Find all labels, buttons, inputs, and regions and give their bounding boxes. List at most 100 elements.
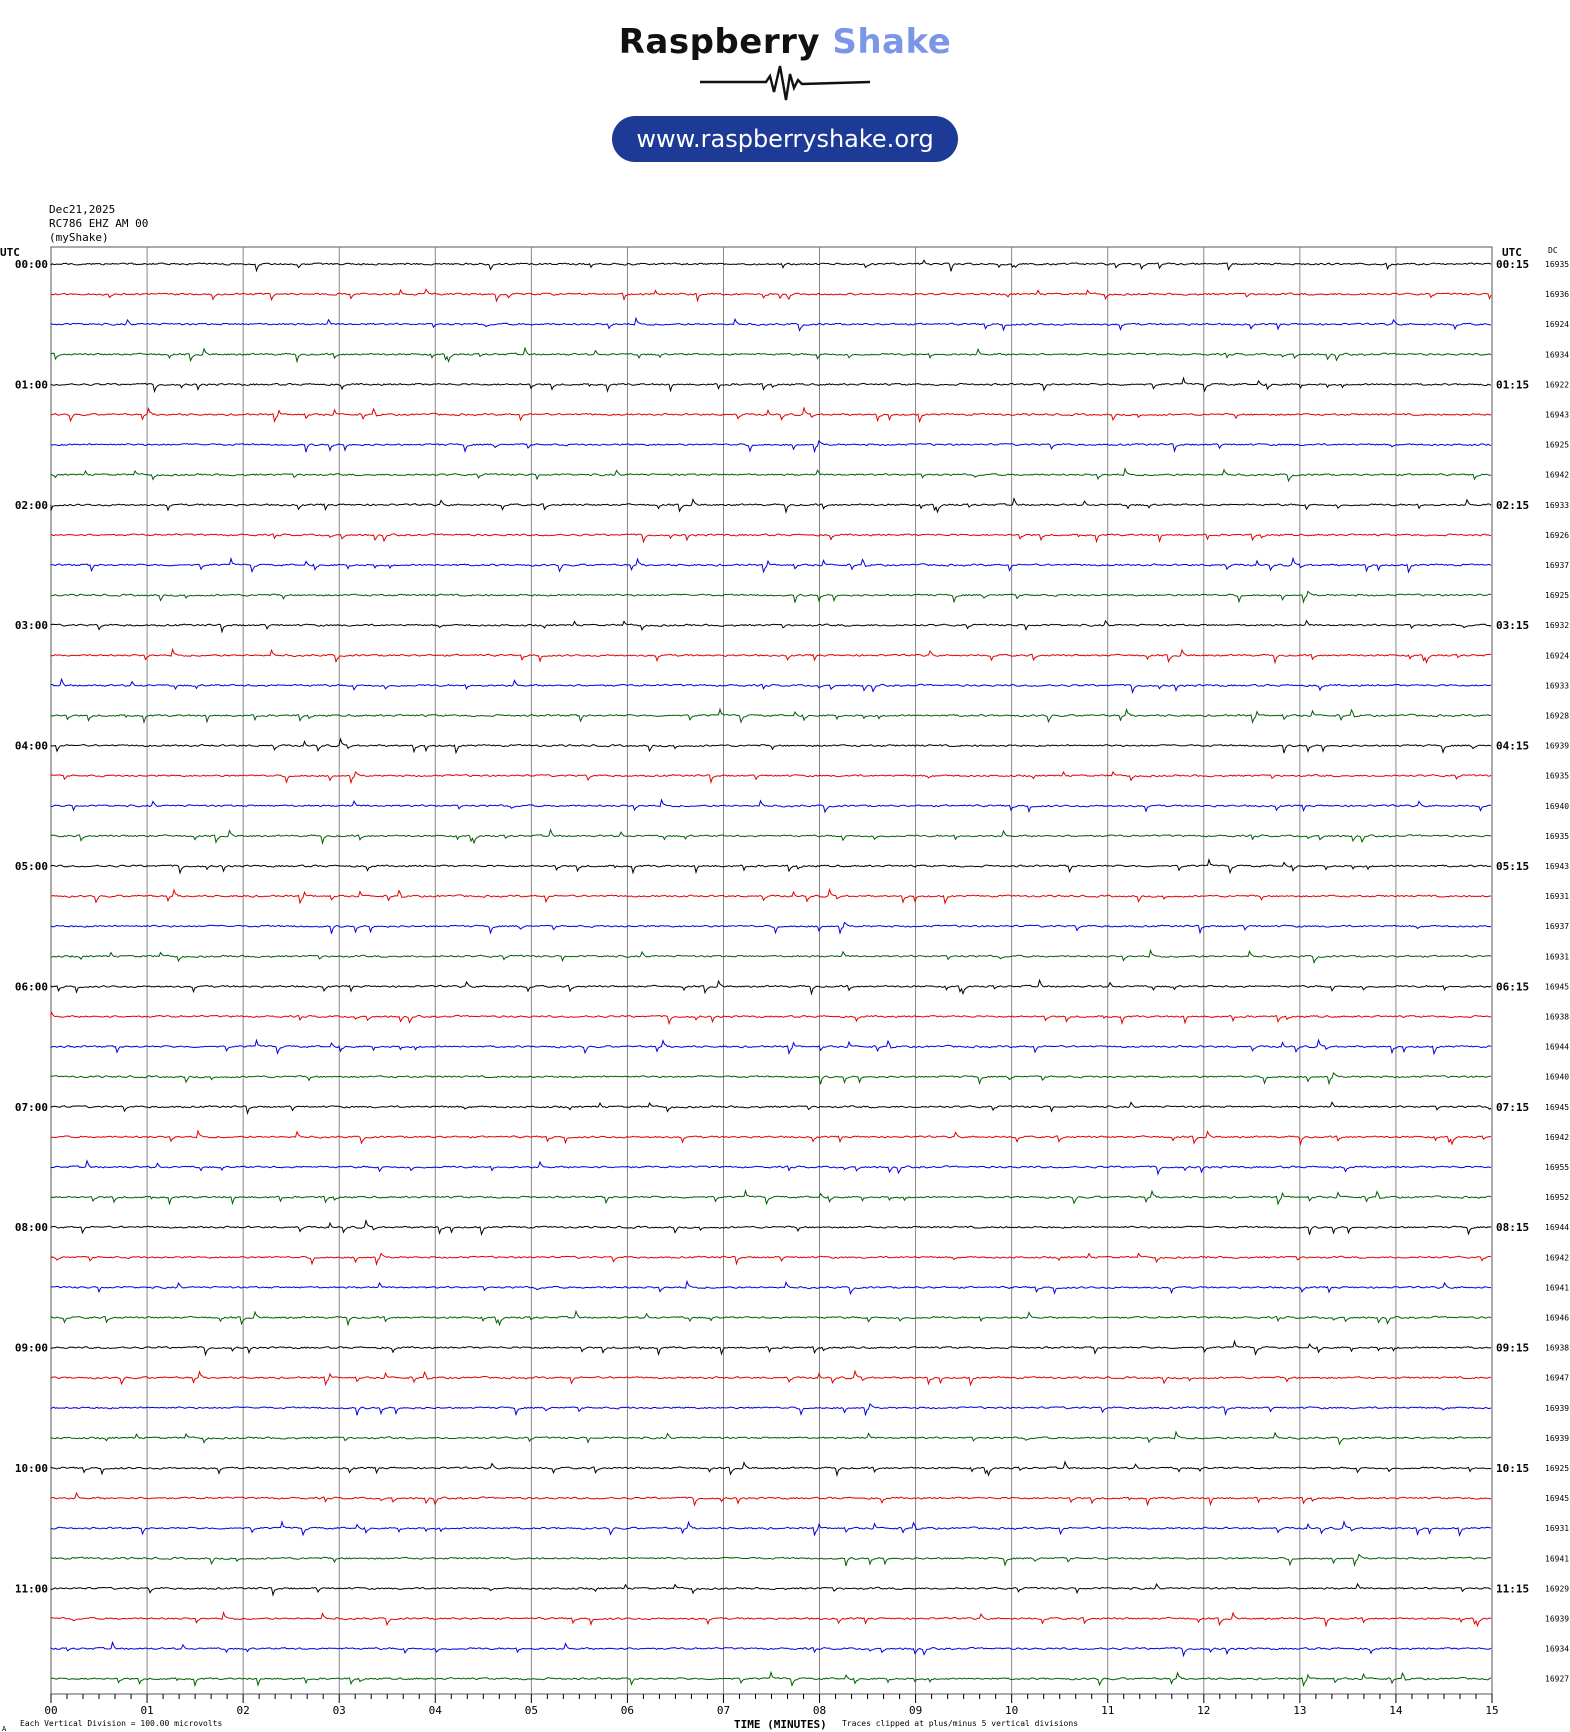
dc-value-label: 16945 bbox=[1545, 982, 1569, 991]
logo-word-shake: Shake bbox=[832, 22, 952, 62]
left-hour-label: 09:00 bbox=[15, 1342, 48, 1355]
seismic-trace bbox=[50, 556, 1492, 574]
left-hour-label: 03:00 bbox=[15, 619, 48, 632]
seismic-trace bbox=[50, 1339, 1492, 1357]
x-tick-label: 11 bbox=[1101, 1704, 1114, 1717]
right-hour-label: 09:15 bbox=[1496, 1342, 1529, 1355]
x-tick-label: 02 bbox=[237, 1704, 250, 1717]
seismic-trace bbox=[50, 1159, 1492, 1176]
right-hour-label: 06:15 bbox=[1496, 980, 1529, 993]
seismic-trace bbox=[50, 1553, 1492, 1568]
seismic-trace bbox=[50, 467, 1492, 483]
dc-value-label: 16938 bbox=[1545, 1344, 1569, 1353]
dc-value-label: 16936 bbox=[1545, 290, 1569, 299]
dc-value-label: 16944 bbox=[1545, 1043, 1569, 1052]
seismic-trace bbox=[50, 707, 1492, 725]
x-tick-label: 13 bbox=[1293, 1704, 1306, 1717]
dc-value-label: 16926 bbox=[1545, 531, 1569, 540]
chart-station: RC786 EHZ AM 00 bbox=[49, 217, 148, 230]
dc-value-label: 16929 bbox=[1545, 1584, 1569, 1593]
left-hour-label: 05:00 bbox=[15, 860, 48, 873]
seismic-trace bbox=[50, 1670, 1492, 1688]
seismic-wave-icon bbox=[700, 65, 870, 101]
x-tick-label: 09 bbox=[909, 1704, 922, 1717]
seismic-trace bbox=[50, 1011, 1492, 1026]
x-tick-label: 15 bbox=[1485, 1704, 1498, 1717]
footer-vertical-division-note: Each Vertical Division = 100.00 microvol… bbox=[20, 1719, 222, 1728]
dc-value-label: 16933 bbox=[1545, 681, 1569, 690]
dc-value-label: 16939 bbox=[1545, 742, 1569, 751]
dc-value-label: 16939 bbox=[1545, 1404, 1569, 1413]
logo-word-raspberry: Raspberry bbox=[618, 22, 821, 62]
footer-clip-note: Traces clipped at plus/minus 5 vertical … bbox=[842, 1719, 1078, 1728]
helicorder-chart: Dec21,2025 RC786 EHZ AM 00 (myShake) UTC… bbox=[0, 203, 1569, 1732]
seismic-trace bbox=[50, 1071, 1491, 1086]
seismic-trace bbox=[50, 1218, 1492, 1237]
left-hour-label: 00:00 bbox=[15, 258, 48, 271]
dc-value-label: 16945 bbox=[1545, 1494, 1569, 1503]
right-hour-label: 08:15 bbox=[1496, 1221, 1529, 1234]
seismic-trace bbox=[50, 948, 1492, 965]
dc-value-label: 16940 bbox=[1545, 1073, 1569, 1082]
dc-value-label: 16931 bbox=[1545, 1524, 1569, 1533]
right-hour-label: 03:15 bbox=[1496, 619, 1529, 632]
chart-source: (myShake) bbox=[49, 231, 109, 244]
left-hour-label: 08:00 bbox=[15, 1221, 48, 1234]
seismic-trace bbox=[50, 259, 1492, 273]
seismic-trace bbox=[50, 590, 1492, 604]
dc-value-label: 16947 bbox=[1545, 1374, 1569, 1383]
right-hour-label: 01:15 bbox=[1496, 378, 1529, 391]
seismic-trace bbox=[50, 288, 1492, 303]
seismic-trace bbox=[50, 1460, 1492, 1478]
seismic-trace bbox=[50, 798, 1492, 814]
seismic-trace bbox=[50, 921, 1492, 935]
dc-value-label: 16945 bbox=[1545, 1103, 1569, 1112]
dc-value-label: 16924 bbox=[1545, 320, 1569, 329]
x-tick-label: 01 bbox=[140, 1704, 153, 1717]
website-link[interactable]: www.raspberryshake.org bbox=[612, 116, 958, 162]
dc-value-label: 16935 bbox=[1545, 772, 1569, 781]
seismic-trace bbox=[50, 1252, 1492, 1267]
right-hour-label: 07:15 bbox=[1496, 1101, 1529, 1114]
dc-value-label: 16924 bbox=[1545, 651, 1569, 660]
dc-value-label: 16942 bbox=[1545, 471, 1569, 480]
dc-value-label: 16937 bbox=[1545, 922, 1569, 931]
seismic-trace bbox=[50, 770, 1492, 785]
dc-value-label: 16946 bbox=[1545, 1314, 1569, 1323]
seismic-trace bbox=[50, 496, 1492, 514]
dc-value-label: 16955 bbox=[1545, 1163, 1569, 1172]
dc-value-label: 16932 bbox=[1545, 621, 1569, 630]
dc-value-label: 16943 bbox=[1545, 411, 1569, 420]
left-hour-label: 02:00 bbox=[15, 499, 48, 512]
x-tick-label: 04 bbox=[429, 1704, 443, 1717]
dc-value-label: 16941 bbox=[1545, 1554, 1569, 1563]
seismic-trace bbox=[50, 1640, 1492, 1658]
plot-frame bbox=[50, 246, 1493, 1695]
left-hour-label: 11:00 bbox=[15, 1582, 48, 1595]
seismic-trace bbox=[50, 533, 1492, 544]
left-hour-label: 07:00 bbox=[15, 1101, 48, 1114]
x-tick-label: 00 bbox=[44, 1704, 57, 1717]
right-hour-label: 02:15 bbox=[1496, 499, 1529, 512]
seismic-trace bbox=[50, 828, 1492, 846]
dc-value-label: 16943 bbox=[1545, 862, 1569, 871]
seismic-trace bbox=[50, 978, 1492, 996]
dc-value-label: 16927 bbox=[1545, 1675, 1569, 1684]
dc-value-label: 16933 bbox=[1545, 501, 1569, 510]
x-axis-title: TIME (MINUTES) bbox=[734, 1718, 827, 1731]
dc-value-label: 16925 bbox=[1545, 1464, 1569, 1473]
dc-value-label: 16940 bbox=[1545, 802, 1569, 811]
raspberry-shake-logo: Raspberry Shake www.raspberryshake.org bbox=[0, 0, 1570, 180]
dc-value-label: 16934 bbox=[1545, 1645, 1569, 1654]
seismic-trace bbox=[50, 619, 1492, 634]
right-hour-label: 04:15 bbox=[1496, 740, 1529, 753]
right-hour-label: 10:15 bbox=[1496, 1462, 1529, 1475]
dc-value-label: 16941 bbox=[1545, 1283, 1569, 1292]
x-tick-label: 06 bbox=[621, 1704, 634, 1717]
x-tick-label: 03 bbox=[333, 1704, 346, 1717]
left-hour-label: 10:00 bbox=[15, 1462, 48, 1475]
seismic-trace bbox=[50, 1309, 1492, 1327]
seismic-trace bbox=[50, 376, 1492, 394]
seismic-trace bbox=[50, 1582, 1492, 1597]
left-hour-label: 04:00 bbox=[15, 740, 48, 753]
